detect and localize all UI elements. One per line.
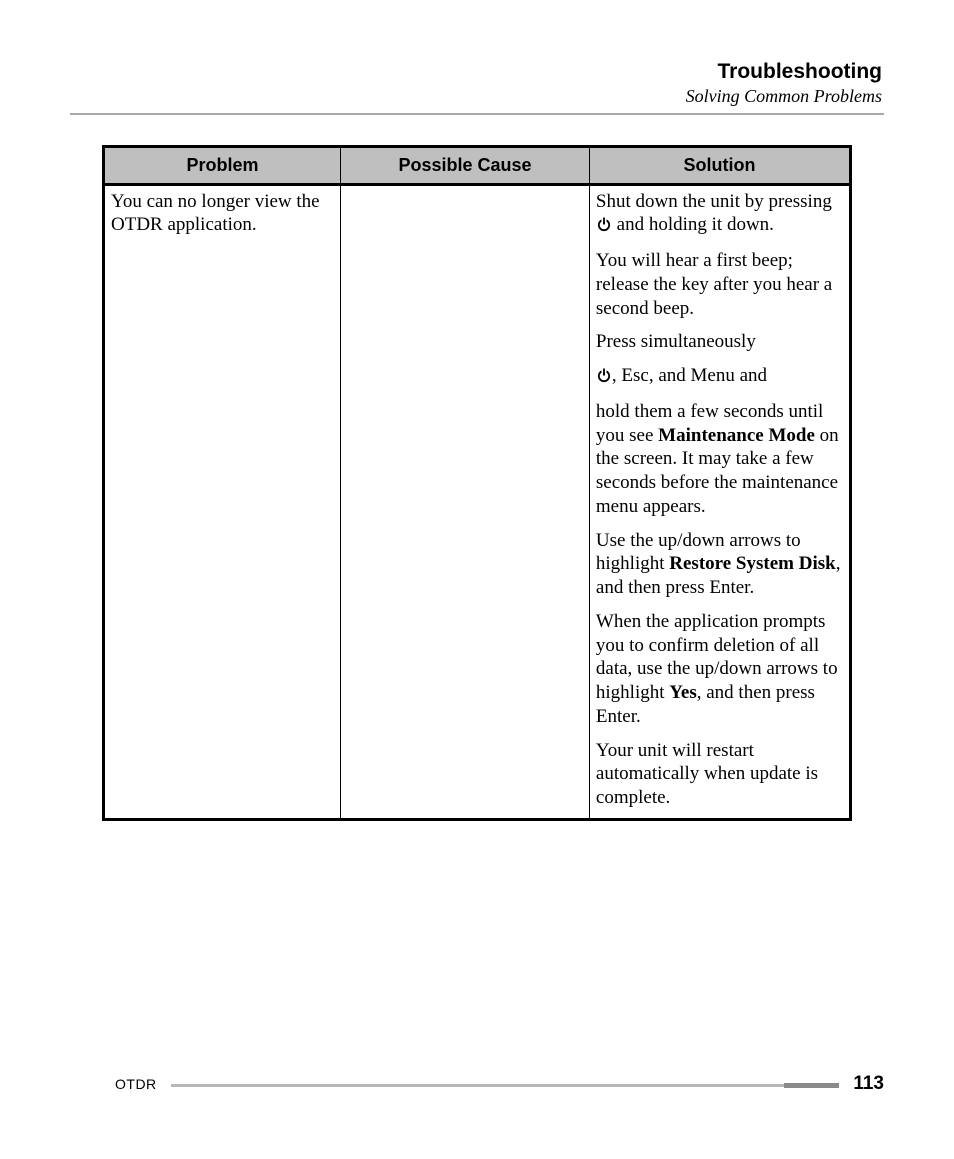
solution-step: Use the up/down arrows to highlight Rest… [596,529,843,600]
text: Shut down the unit by pressing [596,191,832,212]
header-rule [70,113,884,115]
power-icon [596,215,612,239]
solution-step: Shut down the unit by pressing and holdi… [596,190,843,240]
text: , Esc, and Menu and [612,365,767,386]
col-header-solution: Solution [589,147,850,185]
section-title: Troubleshooting [70,60,882,84]
page-header: Troubleshooting Solving Common Problems [70,60,882,107]
bold-text: Yes [669,682,696,703]
cell-solution: Shut down the unit by pressing and holdi… [589,184,850,819]
bold-text: Maintenance Mode [658,425,815,446]
page-footer: OTDR 113 [115,1073,884,1095]
footer-doc-name: OTDR [115,1076,157,1092]
col-header-problem: Problem [104,147,341,185]
text: and holding it down. [612,214,774,235]
cell-problem: You can no longer view the OTDR applicat… [104,184,341,819]
solution-step: When the application prompts you to conf… [596,610,843,729]
solution-step: You will hear a first beep; release the … [596,249,843,320]
solution-step: , Esc, and Menu and [596,364,843,390]
power-icon [596,366,612,390]
troubleshooting-table: Problem Possible Cause Solution You can … [102,145,852,821]
solution-step: Your unit will restart automatically whe… [596,739,843,810]
subsection-title: Solving Common Problems [70,86,882,107]
cell-cause [341,184,590,819]
col-header-cause: Possible Cause [341,147,590,185]
bold-text: Restore System Disk [669,553,835,574]
page: Troubleshooting Solving Common Problems … [0,0,954,1159]
table-row: You can no longer view the OTDR applicat… [104,184,851,819]
table-header-row: Problem Possible Cause Solution [104,147,851,185]
footer-page-number: 113 [853,1073,884,1095]
solution-step: Press simultaneously [596,330,843,354]
solution-step: hold them a few seconds until you see Ma… [596,400,843,519]
